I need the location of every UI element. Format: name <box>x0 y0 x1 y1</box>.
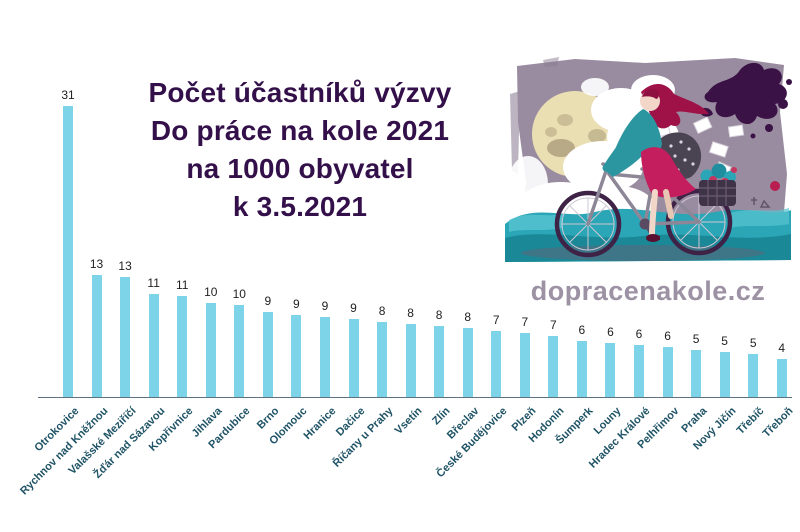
bar-value-label: 11 <box>147 275 160 290</box>
title-line-2: Do práce na kole 2021 <box>150 115 450 146</box>
bar-value-label: 6 <box>578 322 586 337</box>
title-line-4: k 3.5.2021 <box>232 191 368 222</box>
bar-value-label: 5 <box>749 336 757 351</box>
bar <box>605 342 616 397</box>
bar-value-label: 9 <box>350 301 357 315</box>
bar <box>148 293 159 397</box>
bar-value-label: 7 <box>550 317 557 332</box>
bar-value-label: 5 <box>692 332 700 346</box>
bar-value-label: 9 <box>264 294 272 309</box>
rider <box>602 83 709 242</box>
bar-value-label: 10 <box>204 285 218 299</box>
bar-value-label: 9 <box>321 298 329 313</box>
bar-value-label: 7 <box>492 313 500 328</box>
bar <box>662 347 673 397</box>
bar <box>319 316 330 397</box>
bar <box>548 335 559 397</box>
bar <box>291 314 302 397</box>
bar <box>348 319 359 397</box>
bar-value-label: 5 <box>721 334 728 349</box>
bar-value-label: 6 <box>607 324 614 339</box>
cyclist-illustration <box>505 57 792 262</box>
bar <box>177 295 188 397</box>
title-line-3: na 1000 obyvatel <box>186 153 414 184</box>
bar <box>234 305 245 397</box>
bar-value-label: 6 <box>664 329 671 344</box>
bar <box>405 324 416 397</box>
bar-value-label: 9 <box>293 296 300 311</box>
berry <box>770 181 780 191</box>
bar <box>462 328 473 397</box>
bar-value-label: 10 <box>232 287 246 302</box>
title-line-1: Počet účastníků výzvy <box>148 77 452 108</box>
website-label: dopracenakole.cz <box>530 276 766 306</box>
bar-value-label: 4 <box>778 341 786 356</box>
bar <box>491 331 502 397</box>
bar <box>776 359 787 397</box>
bar-value-label: 8 <box>435 308 443 323</box>
bar <box>719 352 730 397</box>
bar <box>205 303 216 397</box>
bar-value-label: 13 <box>118 259 132 273</box>
bar <box>120 277 131 397</box>
bar-value-label: 8 <box>464 310 472 325</box>
bar-value-label: 31 <box>61 87 75 102</box>
bar-value-label: 8 <box>407 306 414 320</box>
bar-value-label: 7 <box>521 315 529 330</box>
bar <box>691 350 702 397</box>
bar <box>576 340 587 397</box>
bar <box>63 105 73 397</box>
bar <box>634 345 644 397</box>
bar-value-label: 6 <box>635 327 643 341</box>
bar-value-label: 13 <box>89 256 104 271</box>
x-axis-line <box>38 397 792 398</box>
bar <box>262 312 273 397</box>
bar <box>519 333 530 397</box>
bar <box>91 274 102 397</box>
bar <box>748 354 759 397</box>
bar-value-label: 11 <box>175 277 189 292</box>
flower-basket <box>699 163 737 206</box>
bar <box>377 321 388 397</box>
bar <box>434 326 445 397</box>
chart-title: Počet účastníků výzvy Do práce na kole 2… <box>95 74 505 226</box>
bar-value-label: 8 <box>378 303 386 318</box>
